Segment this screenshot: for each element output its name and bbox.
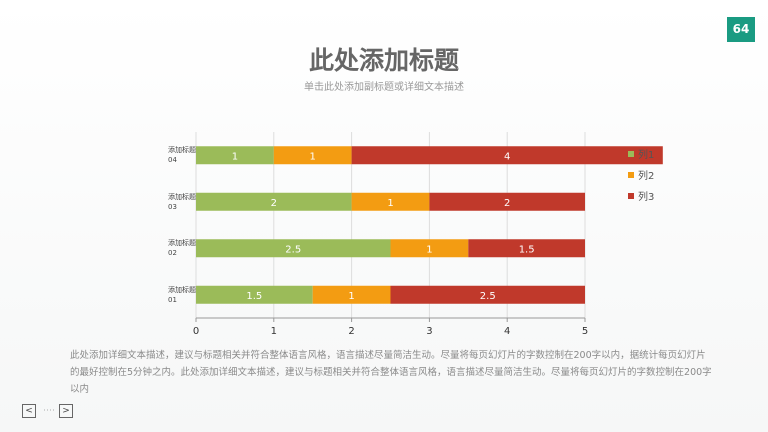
bar-segment <box>196 239 391 258</box>
x-tick-label: 0 <box>193 326 199 337</box>
x-tick-label: 3 <box>426 326 432 337</box>
data-label: 1 <box>426 244 432 255</box>
bar-segment <box>429 192 585 211</box>
data-label: 1 <box>348 291 354 302</box>
bar-segment <box>351 192 430 211</box>
bar-segment <box>390 239 469 258</box>
body-text: 此处添加详细文本描述，建议与标题相关并符合整体语言风格，语言描述尽量简洁生动。尽… <box>70 350 712 395</box>
data-label: 4 <box>504 151 510 162</box>
data-label: 1 <box>387 198 393 209</box>
data-label: 2.5 <box>480 291 496 302</box>
legend-swatch <box>628 193 634 199</box>
x-tick-label: 4 <box>504 326 510 337</box>
page-number: 64 <box>727 17 755 42</box>
data-label: 2.5 <box>285 244 301 255</box>
bar-segment <box>390 285 585 304</box>
legend-swatch <box>628 172 634 178</box>
bar-segment <box>468 239 585 258</box>
bar-segment <box>196 192 352 211</box>
data-label: 1.5 <box>246 291 262 302</box>
x-tick-label: 2 <box>348 326 354 337</box>
legend-label: 列3 <box>638 190 654 203</box>
bar-segment <box>196 146 274 165</box>
chart-title: 此处添加标题 <box>309 46 459 75</box>
data-label: 1 <box>232 151 238 162</box>
legend-label: 列1 <box>638 148 654 161</box>
legend-swatch <box>628 151 634 157</box>
next-button[interactable]: > <box>59 404 73 418</box>
bar-segment <box>312 285 391 304</box>
legend-label: 列2 <box>638 169 654 182</box>
data-label: 1 <box>310 151 316 162</box>
data-label: 2 <box>271 198 277 209</box>
bar-segment <box>196 285 313 304</box>
bar-segment <box>273 146 352 165</box>
y-tick-label: 添加标题 03 <box>168 192 196 211</box>
prev-button[interactable]: < <box>22 404 36 418</box>
data-label: 2 <box>504 198 510 209</box>
chart-subtitle: 单击此处添加副标题或详细文本描述 <box>304 80 464 93</box>
y-tick-label: 添加标题 01 <box>168 285 196 304</box>
y-tick-label: 添加标题 02 <box>168 239 196 258</box>
bar-segment <box>351 146 663 165</box>
x-tick-label: 1 <box>271 326 277 337</box>
data-label: 1.5 <box>519 244 535 255</box>
x-tick-label: 5 <box>582 326 588 337</box>
y-tick-label: 添加标题 04 <box>168 146 196 165</box>
